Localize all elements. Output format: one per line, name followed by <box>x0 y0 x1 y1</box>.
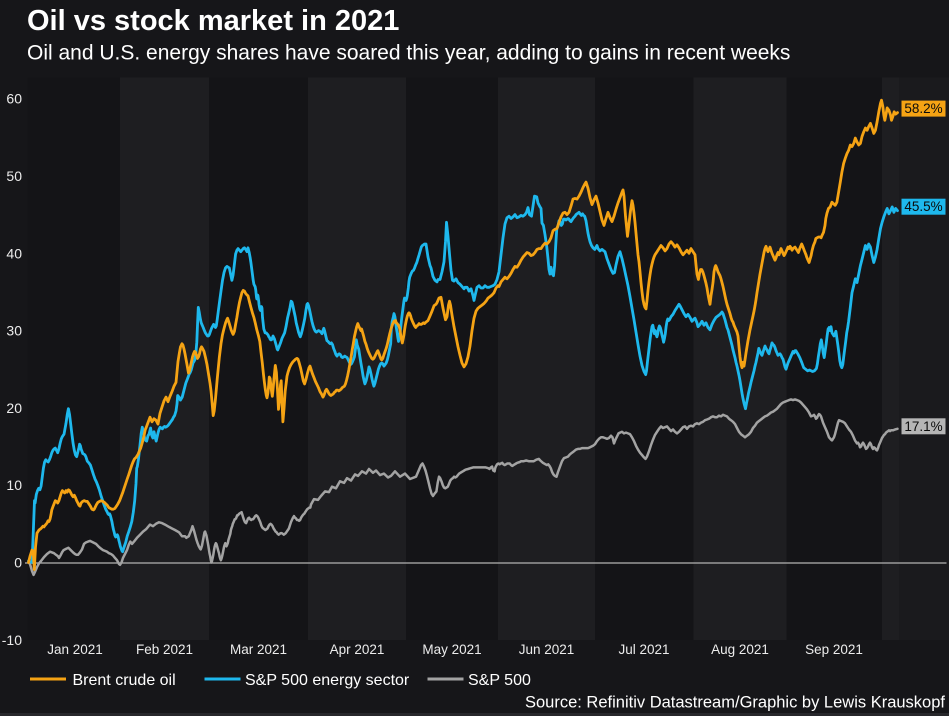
svg-text:Aug 2021: Aug 2021 <box>711 642 769 657</box>
svg-text:0: 0 <box>14 555 22 571</box>
svg-text:45.5%: 45.5% <box>904 199 942 214</box>
svg-text:10: 10 <box>6 477 22 493</box>
svg-text:Oil and U.S. energy shares hav: Oil and U.S. energy shares have soared t… <box>27 42 790 65</box>
svg-text:50: 50 <box>6 168 22 184</box>
svg-text:Feb 2021: Feb 2021 <box>136 642 193 657</box>
svg-text:Brent crude oil: Brent crude oil <box>73 672 176 689</box>
svg-text:20: 20 <box>6 400 22 416</box>
svg-text:58.2%: 58.2% <box>904 101 942 116</box>
svg-text:May 2021: May 2021 <box>422 642 481 657</box>
svg-text:Source: Refinitiv Datastream/G: Source: Refinitiv Datastream/Graphic by … <box>525 694 945 712</box>
svg-text:-10: -10 <box>2 632 22 648</box>
svg-text:Apr 2021: Apr 2021 <box>330 642 385 657</box>
svg-text:40: 40 <box>6 245 22 261</box>
svg-text:17.1%: 17.1% <box>904 419 942 434</box>
svg-text:S&P 500 energy sector: S&P 500 energy sector <box>245 672 410 689</box>
svg-text:Oil vs stock market in 2021: Oil vs stock market in 2021 <box>27 5 399 37</box>
svg-text:Jan 2021: Jan 2021 <box>47 642 103 657</box>
svg-text:Mar 2021: Mar 2021 <box>230 642 287 657</box>
svg-text:Sep 2021: Sep 2021 <box>805 642 863 657</box>
svg-text:30: 30 <box>6 323 22 339</box>
svg-text:S&P 500: S&P 500 <box>468 672 531 689</box>
svg-text:Jun 2021: Jun 2021 <box>519 642 575 657</box>
svg-text:60: 60 <box>6 91 22 107</box>
svg-text:Jul 2021: Jul 2021 <box>618 642 669 657</box>
